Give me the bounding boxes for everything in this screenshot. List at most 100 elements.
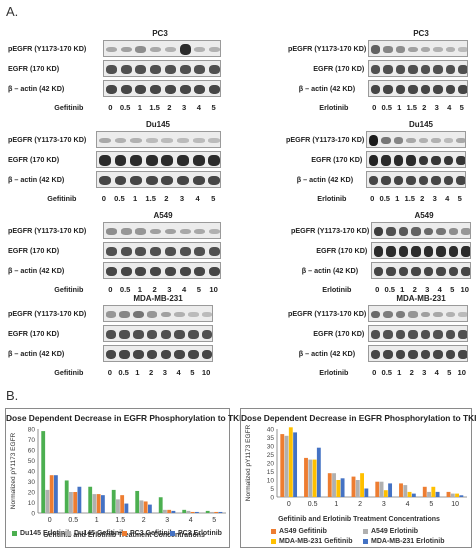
blot-strip xyxy=(366,171,466,188)
dose-label: 4 xyxy=(176,368,181,377)
bar xyxy=(293,432,298,497)
blot-band xyxy=(164,46,176,53)
blot-band xyxy=(398,266,408,277)
dose-row: Gefitinib 0 0.5 1 2 3 4 5 10 xyxy=(8,367,236,379)
blot-row: pEGFR (Y1173-170 KD) xyxy=(246,305,474,323)
cell-line-title: MDA-MB-231 xyxy=(133,294,183,303)
blot-band xyxy=(105,228,117,235)
bar xyxy=(316,447,321,497)
y-tick-label: 60 xyxy=(28,448,36,455)
bar xyxy=(379,481,384,497)
dose-row: Erlotinib 0 0.5 1 2 3 4 5 10 xyxy=(246,284,474,296)
blot-row-label: pEGFR (Y1173-170 KD) xyxy=(288,309,367,318)
blot-row-label: pEGFR (Y1173-170 KD) xyxy=(291,226,370,235)
bar xyxy=(49,475,54,513)
blot-band xyxy=(135,46,147,53)
blot-band xyxy=(201,312,212,317)
blot-band xyxy=(130,137,142,144)
x-tick-label: 1 xyxy=(334,501,338,508)
dose-label: 0 xyxy=(370,194,375,203)
blot-band xyxy=(395,84,405,95)
blot-band xyxy=(458,47,467,52)
dose-label: 2 xyxy=(409,368,414,377)
blot-band xyxy=(179,84,191,95)
blot-band xyxy=(423,246,433,257)
bar xyxy=(336,480,341,497)
x-tick-label: 5 xyxy=(429,501,433,508)
legend-item: PC3 Erlotinib xyxy=(170,530,222,537)
blot-band xyxy=(395,330,405,339)
bar xyxy=(327,473,332,497)
blot-band xyxy=(179,247,191,256)
bar xyxy=(143,501,148,513)
bar xyxy=(158,497,163,513)
blot-strip xyxy=(103,60,221,77)
blot-row: EGFR (170 KD) xyxy=(246,325,474,343)
blot-band xyxy=(146,349,158,360)
legend-label: MDA-MB-231 Gefitinib xyxy=(279,538,353,545)
blot-row-label: EGFR (170 KD) xyxy=(313,64,365,73)
blot-band xyxy=(420,330,430,339)
blot-band xyxy=(194,266,206,277)
blot-band xyxy=(398,227,408,236)
blot-band xyxy=(406,175,416,186)
blot-band xyxy=(370,45,380,54)
blot-band xyxy=(105,247,117,256)
blot-band xyxy=(411,246,421,257)
blot-band xyxy=(209,65,220,74)
blot-band xyxy=(433,330,443,339)
bar xyxy=(383,490,388,497)
blot-band xyxy=(135,266,147,277)
x-tick-label: 3 xyxy=(382,501,386,508)
dose-label: 1 xyxy=(397,103,402,112)
blot-band xyxy=(133,349,144,360)
section-label-a: A. xyxy=(6,4,19,19)
legend-item: PC3 Gefitinib xyxy=(122,530,174,537)
chart-panel-left: Dose Dependent Decrease in EGFR Phosphor… xyxy=(5,408,246,548)
legend-swatch xyxy=(271,528,276,534)
blot-band xyxy=(120,84,132,95)
blot-band xyxy=(395,310,405,319)
drug-label: Gefitinib xyxy=(54,285,84,294)
blot-row: EGFR (170 KD) xyxy=(8,151,236,169)
blot-band xyxy=(146,311,158,318)
blot-band xyxy=(119,311,130,318)
blot-band xyxy=(398,246,408,257)
blot-band xyxy=(370,349,380,360)
blot-band xyxy=(436,227,446,236)
blot-band xyxy=(420,46,430,53)
blot-row-label: pEGFR (Y1173-170 KD) xyxy=(8,309,87,318)
dose-label: 0 xyxy=(372,103,377,112)
blot-band xyxy=(145,138,158,143)
y-axis-label: Normalized pY1173 EGFR xyxy=(10,432,17,509)
legend-item: A549 Erlotinib xyxy=(363,528,418,535)
dose-label: 3 xyxy=(162,368,167,377)
blot-band xyxy=(383,46,393,53)
x-tick-label: 1 xyxy=(95,517,99,524)
blot-band xyxy=(408,65,418,74)
dose-label: 2 xyxy=(167,103,172,112)
blot-panel-a549-gefitinib: A549 pEGFR (Y1173-170 KD) EGFR (170 KD) β –… xyxy=(8,211,236,302)
bar xyxy=(77,486,82,513)
blot-band xyxy=(368,175,378,186)
bar xyxy=(45,489,50,513)
blot-row: β – actin (42 KD) xyxy=(8,171,236,189)
legend-label: Du145 Erlotinib xyxy=(20,530,72,537)
x-tick-label: 0 xyxy=(48,517,52,524)
blot-strip xyxy=(103,40,221,57)
blot-band xyxy=(135,84,147,95)
dose-label: 2 xyxy=(420,194,425,203)
blot-band xyxy=(381,175,391,186)
dose-label: 10 xyxy=(201,368,211,377)
blot-band xyxy=(461,246,470,257)
blot-row-label: pEGFR (Y1173-170 KD) xyxy=(8,226,87,235)
blot-band xyxy=(370,84,380,95)
blot-row: β – actin (42 KD) xyxy=(246,262,474,280)
bar xyxy=(435,491,440,497)
blot-row: β – actin (42 KD) xyxy=(246,171,474,189)
blot-band xyxy=(445,46,455,53)
blot-band xyxy=(146,330,158,339)
bar xyxy=(288,427,293,497)
blot-strip xyxy=(103,345,213,362)
blot-band xyxy=(386,227,396,236)
